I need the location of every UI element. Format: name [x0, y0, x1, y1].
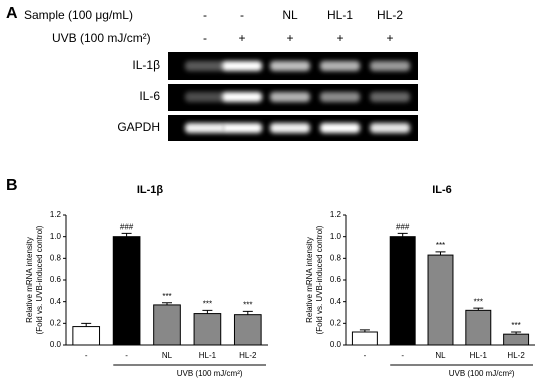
x-tick-label: -: [125, 351, 128, 360]
gel-row-label: IL-1β: [132, 58, 160, 72]
gel-band: [270, 123, 310, 133]
sample-value: HL-2: [377, 8, 403, 22]
panel-label: A: [6, 5, 18, 22]
sample-value: -: [240, 8, 244, 22]
significance-label: ###: [396, 223, 410, 232]
uvb-value: -: [203, 31, 207, 45]
sample-value: NL: [282, 8, 298, 22]
bar: [72, 326, 101, 346]
error-bar: [473, 307, 484, 311]
bar: [193, 313, 222, 346]
y-tick-label: 0.0: [50, 340, 62, 349]
gel-band: [320, 92, 360, 102]
bar: [233, 314, 262, 346]
error-bar: [202, 309, 213, 314]
gel-band: [370, 92, 410, 102]
error-bar: [511, 331, 522, 335]
y-tick-label: 0.2: [330, 318, 342, 327]
y-tick-label: 0.4: [330, 297, 342, 306]
y-tick-label: 1.0: [50, 232, 62, 241]
y-axis-label: (Fold vs. UVB-induced control): [315, 225, 324, 334]
gel-band: [222, 92, 262, 102]
error-bar: [81, 322, 92, 327]
uvb-value: +: [386, 31, 393, 45]
gel-band: [320, 123, 360, 133]
uvb-value: +: [238, 31, 245, 45]
error-bar: [121, 232, 132, 237]
gel-band: [222, 61, 262, 71]
error-bar: [435, 251, 446, 256]
gel-band: [185, 123, 225, 133]
x-tick-label: HL-2: [239, 351, 257, 360]
significance-label: ***: [243, 301, 252, 310]
gel-images: [168, 52, 418, 141]
gel-band: [370, 61, 410, 71]
uvb-value: +: [286, 31, 293, 45]
sample-value: HL-1: [327, 8, 353, 22]
error-bar: [359, 329, 370, 332]
bar: [503, 333, 530, 346]
error-bar: [162, 302, 172, 305]
significance-label: ***: [203, 299, 212, 308]
sample-value: -: [203, 8, 207, 22]
y-tick-label: 1.2: [50, 210, 62, 219]
significance-label: ***: [162, 292, 171, 301]
y-tick-label: 0.0: [330, 340, 342, 349]
x-tick-label: HL-2: [507, 351, 525, 360]
error-bar: [242, 310, 253, 315]
x-tick-label: HL-1: [470, 351, 488, 360]
chart-title: IL-1β: [137, 184, 164, 196]
x-tick-label: NL: [162, 351, 173, 360]
x-axis-label: UVB (100 mJ/cm²): [449, 369, 515, 378]
bar: [112, 236, 141, 346]
y-axis-label: Relative mRNA intensity: [25, 237, 34, 323]
bar: [465, 309, 492, 346]
gel-band: [185, 61, 225, 71]
y-tick-label: 0.4: [50, 297, 62, 306]
x-tick-label: HL-1: [199, 351, 217, 360]
bar: [351, 331, 378, 346]
sample-label: Sample (100 μg/mL): [24, 8, 133, 22]
gel-row-label: GAPDH: [117, 120, 160, 134]
x-axis-label: UVB (100 mJ/cm²): [177, 369, 243, 378]
bar: [427, 254, 454, 346]
bar: [389, 236, 416, 346]
significance-label: ***: [474, 297, 483, 306]
uvb-value: +: [336, 31, 343, 45]
significance-label: ***: [436, 241, 445, 250]
y-axis-label: Relative mRNA intensity: [305, 237, 314, 323]
significance-label: ###: [120, 223, 134, 232]
significance-label: ***: [511, 321, 520, 330]
y-tick-label: 1.2: [330, 210, 342, 219]
y-axis-label: (Fold vs. UVB-induced control): [35, 225, 44, 334]
chart-title: IL-6: [432, 184, 452, 196]
error-bar: [397, 232, 408, 237]
x-tick-label: -: [85, 351, 88, 360]
x-tick-label: -: [401, 351, 404, 360]
y-tick-label: 0.8: [330, 253, 342, 262]
gel-band: [320, 61, 360, 71]
y-tick-label: 0.6: [50, 275, 62, 284]
uvb-label: UVB (100 mJ/cm²): [52, 31, 151, 45]
x-tick-label: -: [364, 351, 367, 360]
y-tick-label: 0.6: [330, 275, 342, 284]
y-tick-label: 1.0: [330, 232, 342, 241]
gel-band: [370, 123, 410, 133]
bar: [153, 304, 181, 346]
gel-band: [270, 92, 310, 102]
panel-label: B: [6, 177, 18, 194]
y-tick-label: 0.2: [50, 318, 62, 327]
gel-band: [185, 92, 225, 102]
gel-band: [270, 61, 310, 71]
gel-row-label: IL-6: [139, 89, 160, 103]
y-tick-label: 0.8: [50, 253, 62, 262]
gel-band: [222, 123, 262, 133]
x-tick-label: NL: [435, 351, 446, 360]
